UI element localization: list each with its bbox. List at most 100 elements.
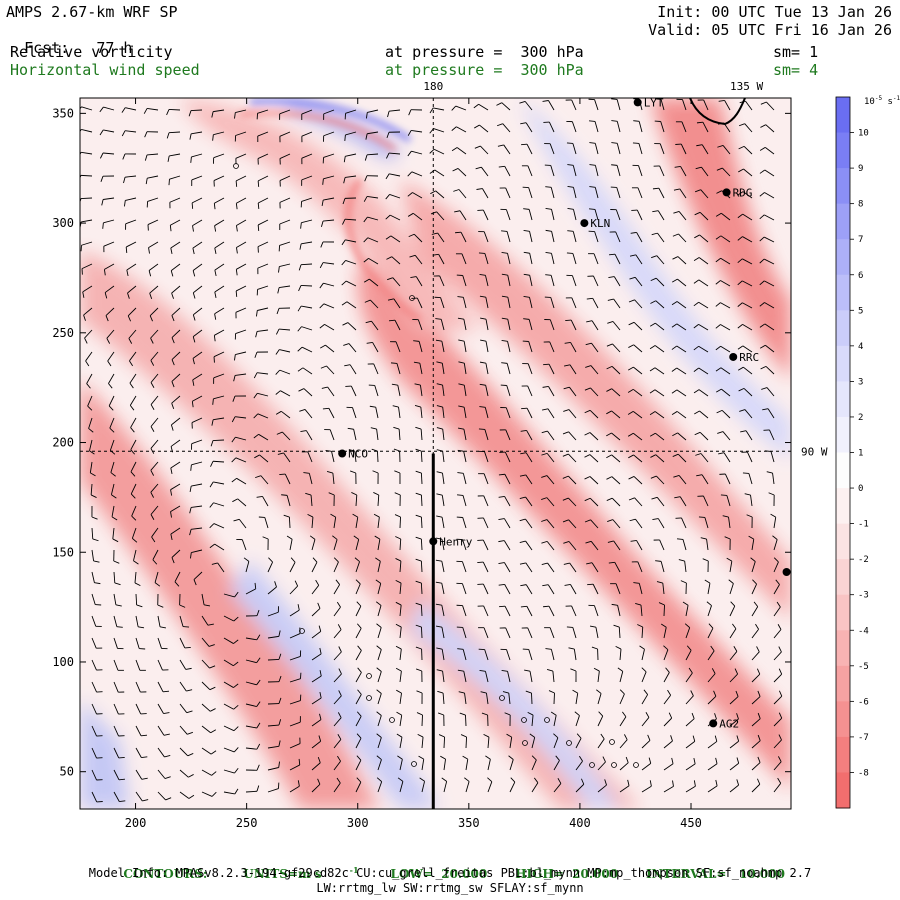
wind-barb: [245, 609, 260, 617]
wind-barb: [509, 777, 516, 793]
wind-barb: [150, 329, 159, 344]
wind-barb: [477, 517, 489, 529]
wind-barb: [589, 186, 599, 199]
wind-barb: [201, 725, 217, 734]
wind-barb: [698, 516, 709, 529]
wind-barb: [376, 733, 382, 749]
wind-barb: [435, 537, 445, 551]
wind-barb: [440, 755, 446, 771]
wind-barb: [544, 627, 555, 639]
wind-barb: [519, 496, 533, 507]
wind-barb: [231, 436, 247, 443]
wind-barb: [147, 219, 159, 231]
colorbar-swatch: [836, 416, 850, 453]
wind-barb: [301, 109, 313, 121]
wind-barb: [390, 362, 401, 375]
wind-barb: [148, 241, 159, 254]
station-dot: [782, 568, 791, 576]
wind-barb: [543, 121, 555, 133]
wind-barb: [365, 131, 379, 140]
calm-wind-marker: [522, 740, 528, 746]
wind-barb: [392, 405, 401, 419]
wind-barb: [333, 624, 342, 639]
wind-barb: [286, 535, 293, 551]
wind-barb: [393, 426, 401, 441]
wind-barb: [129, 373, 137, 389]
wind-barb: [608, 561, 621, 573]
wind-barb: [521, 165, 533, 177]
wind-barb: [191, 175, 203, 186]
wind-barb: [587, 275, 599, 287]
coastline: [689, 98, 746, 126]
wind-barb: [179, 791, 195, 799]
wind-barb: [189, 483, 203, 493]
wind-barb: [641, 757, 652, 771]
wind-barb: [521, 407, 533, 419]
wind-barb: [213, 329, 225, 342]
wind-barb: [91, 505, 98, 520]
wind-barb: [235, 175, 247, 187]
wind-barb: [729, 623, 737, 639]
calm-wind-marker: [521, 717, 527, 723]
wind-barb: [496, 123, 511, 133]
station-label: LYT: [644, 96, 664, 109]
wind-barb: [566, 142, 577, 155]
wind-barb: [457, 317, 467, 331]
wind-barb: [627, 366, 643, 375]
wind-barb: [170, 505, 181, 518]
wind-barb: [541, 430, 555, 441]
wind-barb: [236, 539, 247, 551]
wind-barb: [629, 254, 643, 265]
wind-barb: [289, 672, 302, 683]
wind-barb: [390, 341, 401, 353]
wind-barb: [641, 689, 649, 705]
wind-barb: [729, 601, 736, 617]
wind-barb: [341, 280, 357, 287]
wind-barb: [320, 241, 335, 248]
wind-barb: [478, 428, 489, 441]
contour-high: HIGH= 20.000: [515, 867, 619, 881]
wind-barb: [475, 166, 489, 177]
wind-barb: [80, 129, 93, 133]
wind-barb: [80, 174, 93, 179]
wind-barb: [478, 473, 489, 485]
station-dot: [729, 352, 738, 361]
wind-barb: [498, 518, 511, 529]
calm-wind-marker: [389, 717, 395, 723]
wind-barb: [729, 779, 740, 793]
wind-barb: [619, 734, 628, 749]
wind-barb: [143, 108, 159, 114]
wind-barb: [773, 756, 782, 771]
wind-barb: [438, 734, 446, 749]
wind-barb: [435, 318, 445, 331]
wind-barb: [245, 785, 260, 793]
wind-barb: [332, 535, 338, 551]
wind-barb: [157, 637, 168, 650]
wind-barb: [519, 562, 533, 573]
wind-barb: [277, 452, 291, 463]
wind-barb: [545, 186, 555, 199]
wind-barb: [567, 230, 577, 243]
y-tick-label: 350: [52, 106, 74, 120]
wind-barb: [759, 192, 775, 199]
wind-barb: [452, 168, 467, 177]
station-dot: [722, 188, 731, 197]
colorbar-label: -8: [858, 768, 869, 778]
wind-barb: [415, 558, 423, 573]
wind-barb: [480, 339, 489, 353]
wind-barb: [655, 98, 665, 111]
wind-barb: [693, 257, 709, 265]
wind-barb: [355, 645, 362, 661]
wind-barb: [499, 605, 511, 617]
wind-barb: [366, 341, 379, 353]
wind-barb: [584, 519, 599, 529]
wind-barb: [91, 637, 103, 649]
wind-barb: [135, 637, 146, 650]
wind-barb: [171, 549, 181, 564]
wind-barb: [589, 142, 599, 155]
wind-barb: [371, 448, 379, 463]
wind-barb: [91, 769, 103, 781]
wind-barb: [152, 549, 159, 565]
wind-barb: [343, 175, 357, 184]
